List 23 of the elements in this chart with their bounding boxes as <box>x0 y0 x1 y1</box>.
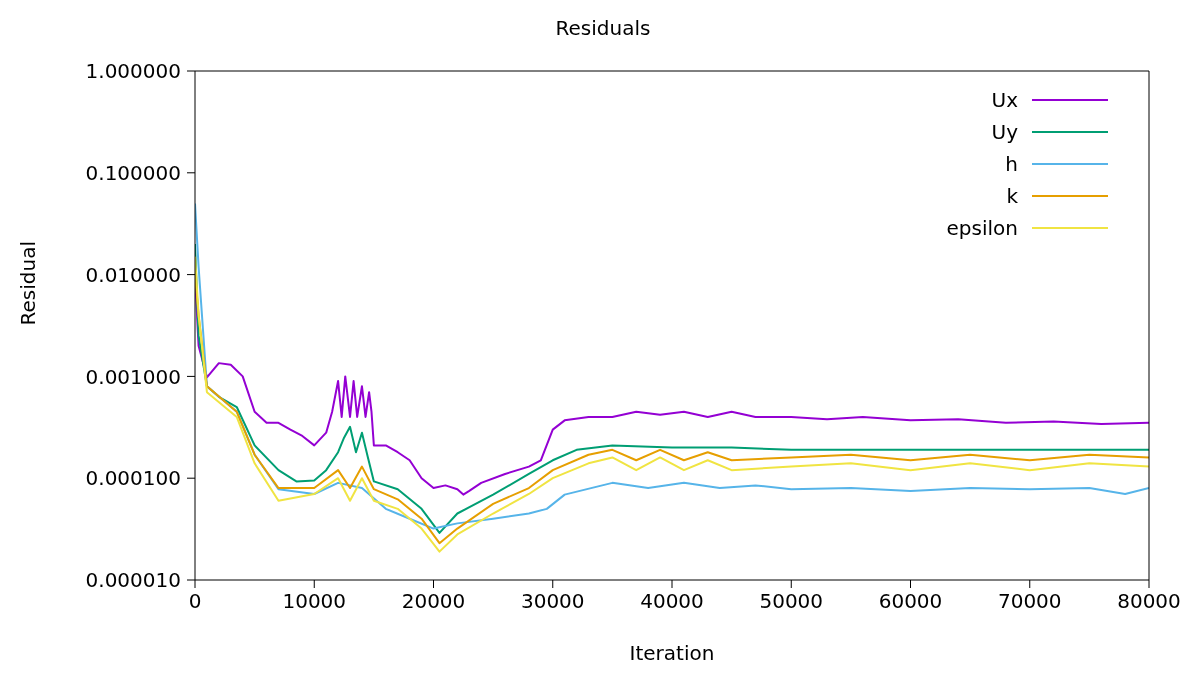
x-tick-label: 40000 <box>640 589 704 614</box>
x-tick-label: 50000 <box>759 589 824 614</box>
legend-label: h <box>1005 152 1018 176</box>
x-tick-label: 0 <box>188 589 202 614</box>
y-tick-label: 0.001000 <box>85 364 181 389</box>
x-tick-label: 30000 <box>520 589 585 614</box>
x-tick-label: 70000 <box>997 589 1062 614</box>
x-tick-label: 10000 <box>282 589 347 614</box>
chart-title: Residuals <box>554 16 652 40</box>
legend-label: Uy <box>991 120 1018 144</box>
x-tick-label: 60000 <box>878 589 943 614</box>
y-tick-label: 0.100000 <box>85 160 181 185</box>
legend-label: Ux <box>991 88 1018 112</box>
x-tick-label: 20000 <box>401 589 466 614</box>
y-tick-label: 0.010000 <box>85 262 181 287</box>
x-tick-label: 80000 <box>1117 589 1181 614</box>
legend-label: k <box>1006 184 1018 208</box>
legend-label: epsilon <box>946 216 1018 240</box>
y-tick-label: 0.000010 <box>85 568 181 593</box>
y-tick-label: 0.000100 <box>85 466 181 491</box>
x-axis-title: Iteration <box>629 641 715 665</box>
y-tick-label: 1.000000 <box>85 59 181 84</box>
y-axis-title: Residual <box>16 241 41 326</box>
